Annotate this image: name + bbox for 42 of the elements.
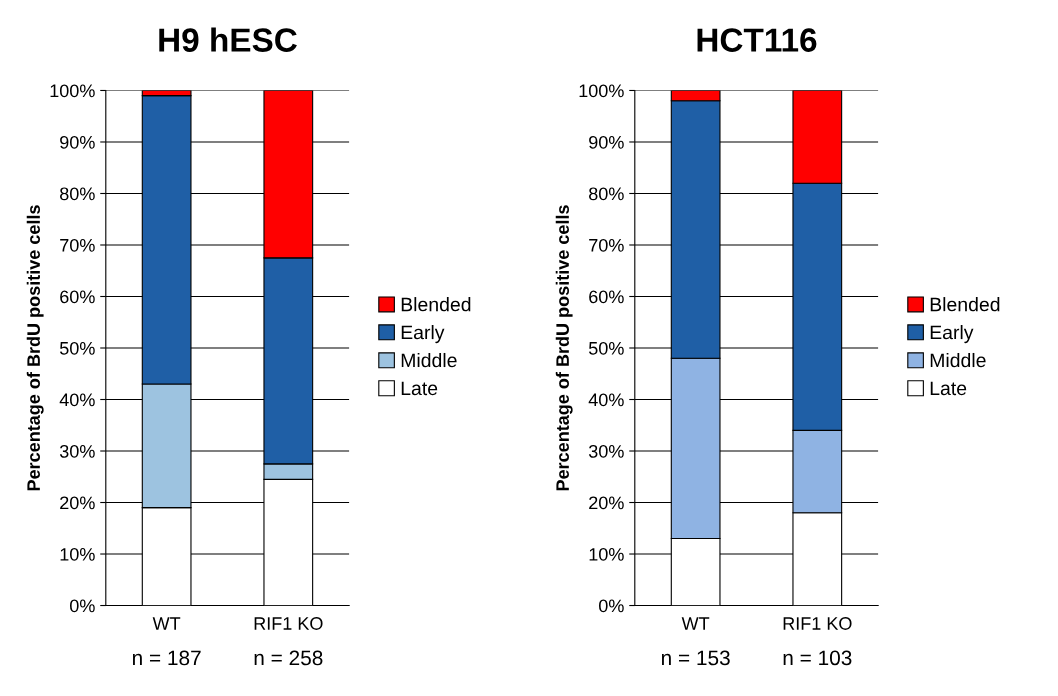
y-tick-label: 100% [579, 84, 624, 98]
y-tick-label: 10% [589, 547, 624, 561]
legend-label: Middle [930, 352, 986, 368]
text: n = 153 [661, 650, 730, 666]
text: n = 258 [254, 650, 323, 666]
y-tick-label: 80% [60, 187, 95, 201]
y-tick-label: 90% [589, 135, 624, 149]
y-tick-label: 20% [60, 496, 95, 510]
y-tick-label: 30% [588, 444, 624, 458]
y-tick-label: 90% [60, 135, 95, 149]
y-tick-label: 70% [60, 238, 95, 252]
y-tick-label: 40% [588, 393, 624, 407]
legend-label: Blended [930, 297, 1000, 312]
text: n = 103 [783, 650, 852, 666]
y-tick-label: 50% [588, 341, 624, 355]
legend-label: Late [930, 381, 967, 396]
y-tick-label: 20% [589, 496, 624, 510]
y-tick-label: 100% [50, 84, 95, 98]
y-axis-title: Percentage of BrdU positive cells [555, 205, 573, 491]
y-tick-label: 60% [60, 290, 95, 304]
x-tick-label: RIF1 KO [254, 617, 323, 630]
legend-label: Blended [401, 297, 471, 312]
x-tick-label: RIF1 KO [783, 617, 852, 630]
y-tick-label: 0% [69, 599, 95, 613]
y-axis-title: Percentage of BrdU positive cells [26, 205, 44, 491]
y-tick-label: 10% [60, 547, 95, 561]
y-tick-label: 0% [598, 599, 624, 613]
y-tick-label: 60% [589, 290, 624, 304]
y-tick-label: 50% [59, 341, 95, 355]
chart-title: H9 hESC [159, 27, 297, 52]
legend-label: Early [401, 325, 445, 344]
x-tick-label: WT [681, 617, 710, 630]
y-tick-label: 80% [589, 187, 624, 201]
y-tick-label: 30% [59, 444, 95, 458]
legend-label: Early [930, 325, 974, 344]
y-tick-label: 70% [589, 238, 624, 252]
x-tick-label: WT [152, 617, 181, 630]
chart-title: HCT116 [697, 28, 817, 52]
legend-label: Late [401, 381, 438, 396]
text: n = 187 [132, 650, 201, 666]
y-tick-label: 40% [59, 393, 95, 407]
legend-label: Middle [401, 352, 457, 368]
